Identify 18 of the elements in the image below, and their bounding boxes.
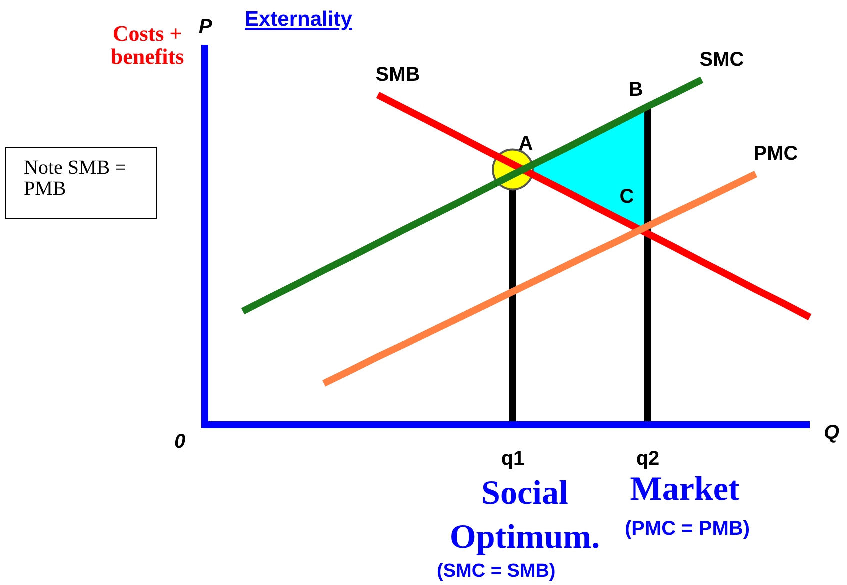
- y-axis-title: P: [199, 16, 213, 38]
- text: 0: [174, 431, 186, 453]
- text: (SMC = SMB): [437, 561, 556, 582]
- series-label: SMB: [376, 64, 420, 86]
- text: (PMC = PMB): [625, 518, 750, 540]
- series-label: PMC: [754, 143, 798, 166]
- x-tick-label: q1: [501, 448, 525, 470]
- x-tick-label: q2: [636, 448, 660, 470]
- annotation: A: [518, 133, 534, 155]
- series-label: SMC: [700, 49, 744, 71]
- annotation: B: [628, 79, 644, 101]
- text: Note SMB = PMB: [24, 157, 128, 200]
- annotation: C: [620, 186, 634, 208]
- chart-title: Externality: [245, 8, 353, 31]
- text: Costs + benefits: [110, 21, 184, 70]
- text: Market: [630, 471, 740, 508]
- text: Social Optimum.: [450, 475, 600, 556]
- x-axis-title: Q: [824, 422, 840, 444]
